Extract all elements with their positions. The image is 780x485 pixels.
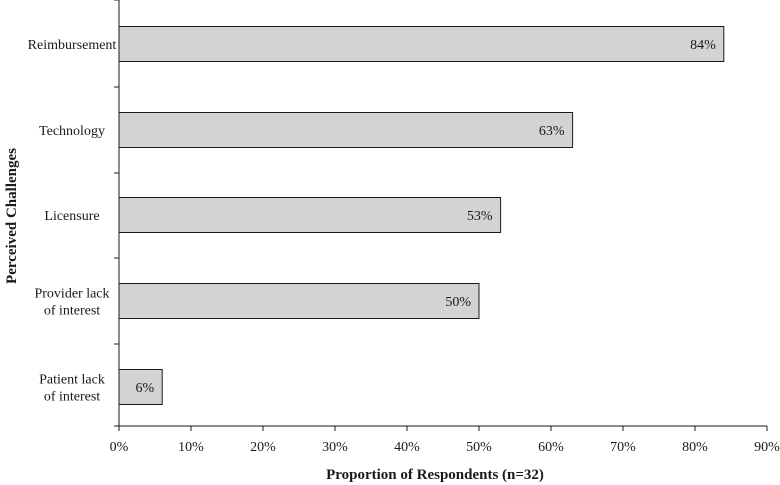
bar-2 — [118, 197, 502, 233]
category-label-3: Provider lack of interest — [34, 287, 109, 319]
x-tick-label-3: 30% — [322, 440, 348, 455]
category-label-0: Reimbursement — [28, 38, 117, 53]
data-label-1: 63% — [539, 124, 565, 139]
data-label-3: 50% — [445, 295, 471, 310]
category-label-1: Technology — [39, 124, 105, 139]
bar-1 — [118, 112, 574, 148]
x-tick-label-0: 0% — [110, 440, 129, 455]
x-tick-label-6: 60% — [538, 440, 564, 455]
x-tick-label-4: 40% — [394, 440, 420, 455]
x-tick-label-5: 50% — [466, 440, 492, 455]
plot-area: 84% Reimbursement 63% Technology 53% Licensur… — [28, 0, 780, 455]
x-tick-label-9: 90% — [754, 440, 780, 455]
category-label-4: Patient lack of interest — [39, 373, 105, 405]
data-label-4: 6% — [136, 381, 155, 396]
x-tick-label-1: 10% — [178, 440, 204, 455]
category-label-2: Licensure — [44, 209, 99, 224]
x-tick-label-2: 20% — [250, 440, 276, 455]
y-axis-title: Perceived Challenges — [4, 148, 20, 284]
bar-3 — [118, 283, 480, 319]
x-tick-label-8: 80% — [682, 440, 708, 455]
x-axis-title: Proportion of Respondents (n=32) — [326, 467, 544, 483]
bar-0 — [118, 26, 725, 62]
data-label-2: 53% — [467, 209, 493, 224]
data-label-0: 84% — [690, 38, 716, 53]
x-tick-label-7: 70% — [610, 440, 636, 455]
